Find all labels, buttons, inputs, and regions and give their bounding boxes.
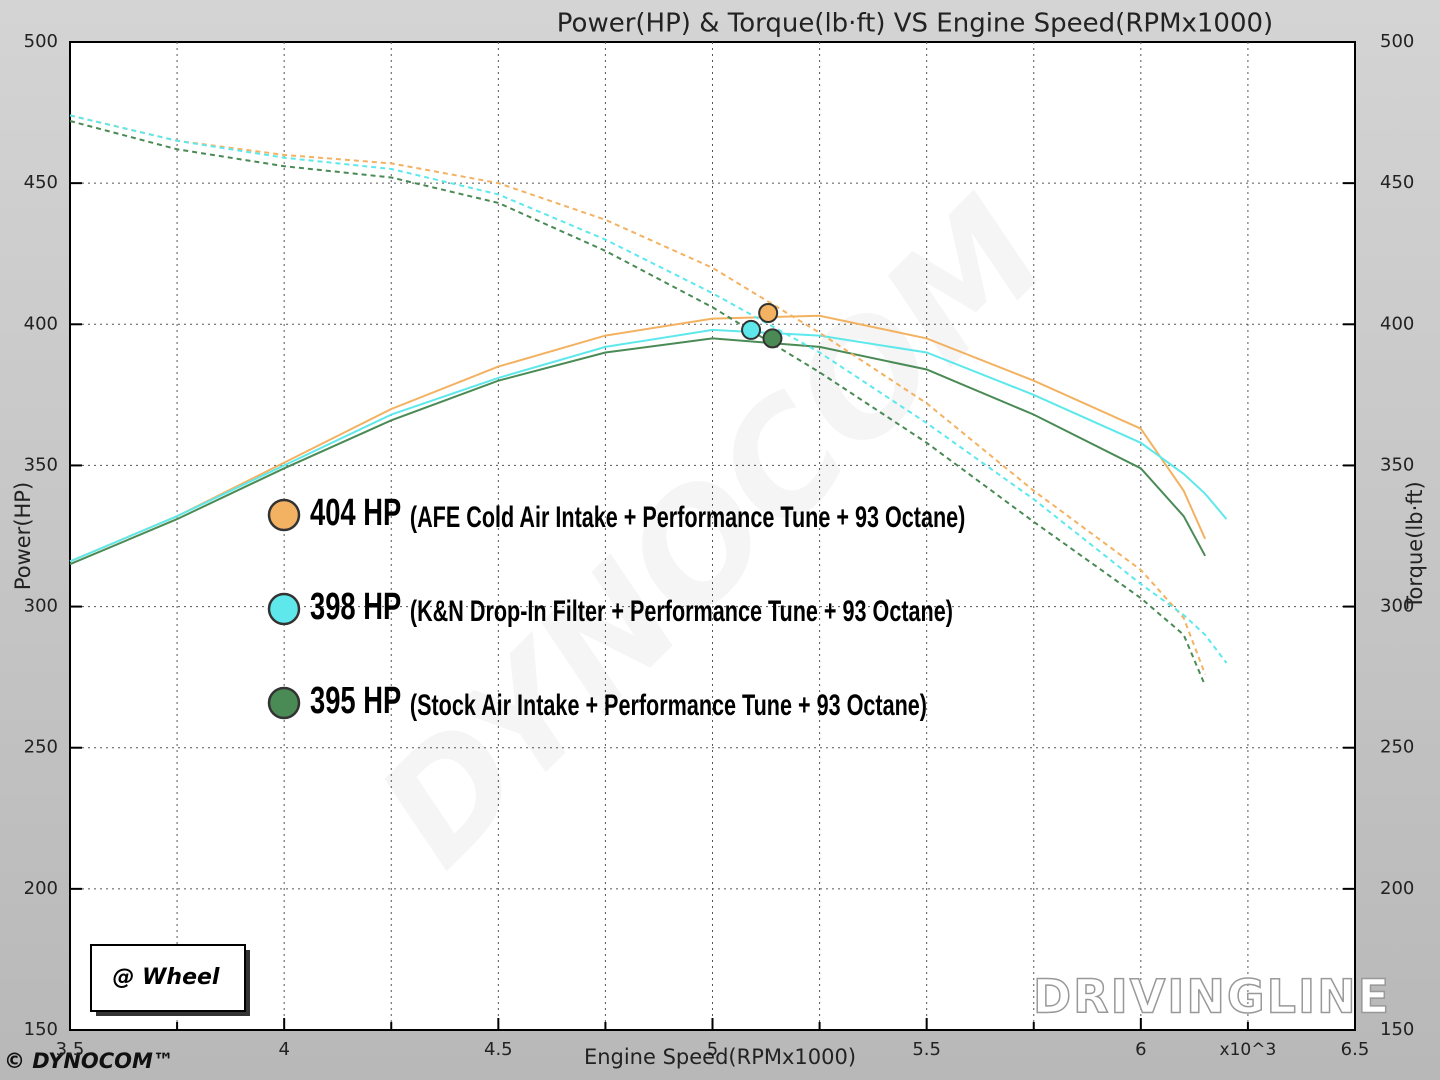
y-tick-label: 350 — [24, 454, 58, 475]
x-tick-label: 6 — [1135, 1039, 1146, 1060]
legend-label: (Stock Air Intake + Performance Tune + 9… — [410, 687, 927, 721]
legend-peak-label: 404 HP — [310, 492, 401, 534]
wheel-box: @ Wheel — [90, 944, 250, 1016]
legend-label: (AFE Cold Air Intake + Performance Tune … — [410, 499, 965, 533]
x-tick-label: 3.5 — [56, 1039, 85, 1060]
legend-swatch — [267, 592, 301, 626]
torque-line — [69, 120, 1207, 686]
y-tick-label: 150 — [24, 1019, 58, 1040]
y-tick-label: 250 — [24, 737, 58, 758]
x-tick-label: 5.5 — [912, 1039, 941, 1060]
y-tick-label: 200 — [24, 878, 58, 899]
y2-tick-label: 250 — [1380, 737, 1414, 758]
y-tick-label: 300 — [24, 596, 58, 617]
power-line — [69, 314, 1207, 563]
legend-entry: 395 HP (Stock Air Intake + Performance Tu… — [310, 680, 927, 722]
x-tick-label: 6.5 — [1341, 1039, 1370, 1060]
x-unit-label: x10^3 — [1220, 1040, 1277, 1060]
legend-label: (K&N Drop-In Filter + Performance Tune +… — [410, 593, 953, 627]
y2-axis-label: Torque(lb·ft) — [1403, 481, 1427, 609]
legend-peak-label: 395 HP — [310, 680, 401, 722]
legend-swatch — [267, 686, 301, 720]
x-tick-label: 5 — [707, 1039, 718, 1060]
brand-watermark: DRIVINGLINE — [1033, 970, 1391, 1024]
y2-tick-label: 200 — [1380, 878, 1414, 899]
y2-tick-label: 500 — [1380, 31, 1414, 52]
y-tick-label: 400 — [24, 313, 58, 334]
peak-marker — [762, 328, 783, 349]
y2-tick-label: 450 — [1380, 172, 1414, 193]
x-axis-label: Engine Speed(RPMx1000) — [584, 1045, 856, 1069]
torque-line — [69, 114, 1228, 664]
grid — [70, 42, 1355, 1030]
legend-swatch — [267, 498, 301, 532]
footer-logo: © DYNOCOM™ — [4, 1049, 174, 1073]
legend-peak-label: 398 HP — [310, 586, 401, 628]
legend-entry: 404 HP (AFE Cold Air Intake + Performance… — [310, 492, 965, 534]
peak-marker — [758, 302, 779, 323]
y2-tick-label: 350 — [1380, 454, 1414, 475]
power-line — [69, 337, 1206, 566]
y2-tick-label: 400 — [1380, 313, 1414, 334]
y-tick-label: 450 — [24, 172, 58, 193]
torque-line — [69, 114, 1207, 675]
y-tick-label: 500 — [24, 31, 58, 52]
x-tick-label: 4.5 — [484, 1039, 513, 1060]
y2-tick-label: 300 — [1380, 596, 1414, 617]
chart-title: Power(HP) & Torque(lb·ft) VS Engine Spee… — [557, 9, 1273, 39]
box-label: @ Wheel — [113, 965, 220, 990]
x-tick-label: 4 — [278, 1039, 289, 1060]
peak-marker — [741, 319, 762, 340]
box — [90, 944, 246, 1012]
y-axis-label: Power(HP) — [11, 482, 35, 590]
y2-tick-label: 150 — [1380, 1019, 1414, 1040]
legend-entry: 398 HP (K&N Drop-In Filter + Performance … — [310, 586, 953, 628]
